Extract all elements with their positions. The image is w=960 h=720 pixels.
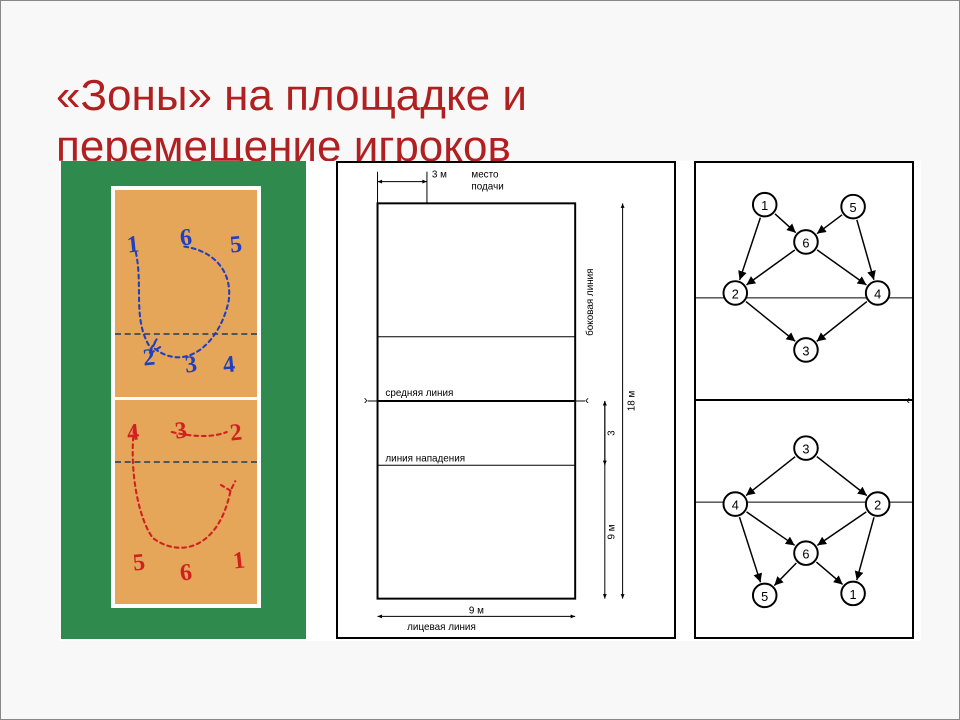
label-18m: 18 м	[626, 391, 637, 412]
zone-number-1: 1	[126, 231, 141, 259]
label-serve-width: 3 м	[432, 170, 447, 181]
slide-title: «Зоны» на площадке и перемещение игроков	[56, 71, 856, 172]
dim-svg: › ‹ 3 м местоподачи боковая линия 18 м средняя…	[338, 163, 674, 637]
rotation-edge	[817, 215, 842, 234]
court-rect: 165234432561	[111, 186, 261, 608]
zone-number-4: 4	[126, 419, 141, 447]
rotation-node-label-1: 1	[761, 198, 768, 213]
rotation-node-label-2: 2	[874, 498, 881, 513]
rotation-node-label-2: 2	[732, 286, 739, 301]
label-9m-h: 9 м	[469, 605, 484, 616]
svg-text:›: ›	[364, 393, 368, 407]
label-3m: 3	[607, 430, 618, 436]
movement-path-top	[136, 246, 229, 357]
panel-court-zones: 165234432561	[61, 161, 306, 639]
rotation-edge	[739, 517, 760, 582]
attack-line-top	[115, 333, 257, 335]
rotation-edge	[816, 562, 842, 584]
rotation-edge	[775, 214, 796, 233]
rotation-edge	[747, 512, 795, 545]
zone-number-2: 2	[142, 344, 157, 372]
title-line1: «Зоны» на площадке и	[56, 71, 527, 120]
label-attack-line: линия нападения	[385, 453, 465, 464]
rotation-node-label-6: 6	[802, 547, 809, 562]
rot-svg: ›‹156243342651	[696, 163, 912, 637]
center-line	[115, 397, 257, 400]
svg-text:‹: ‹	[585, 393, 589, 407]
zone-number-2: 2	[229, 419, 244, 447]
label-end-line: лицевая линия	[407, 622, 476, 633]
label-side-line: боковая линия	[585, 268, 596, 335]
rotation-node-label-4: 4	[732, 498, 739, 513]
label-center-line: средняя линия	[385, 388, 453, 399]
zone-number-6: 6	[179, 224, 194, 252]
rotation-edge	[857, 517, 874, 580]
rotation-node-label-6: 6	[802, 235, 809, 250]
rotation-node-label-4: 4	[874, 286, 881, 301]
movement-path-bot	[133, 429, 236, 548]
rotation-node-label-3: 3	[802, 343, 809, 358]
zone-number-5: 5	[229, 231, 244, 259]
label-9m-v: 9 м	[607, 524, 618, 539]
rotation-edge	[817, 512, 866, 546]
zone-number-3: 3	[184, 351, 199, 379]
panel-rotation: ›‹156243342651	[694, 161, 914, 639]
svg-text:‹: ‹	[906, 394, 910, 407]
attack-line-bot	[115, 461, 257, 463]
label-serve-place-1: место	[471, 170, 499, 181]
zone-number-6: 6	[179, 559, 194, 587]
zone-number-5: 5	[132, 549, 147, 577]
zone-number-4: 4	[222, 351, 237, 379]
rotation-edge	[817, 457, 867, 496]
rotation-edge	[774, 563, 796, 586]
rotation-edge	[817, 250, 866, 285]
zone-number-1: 1	[232, 547, 247, 575]
rotation-edge	[746, 302, 795, 342]
rotation-edge	[746, 457, 795, 496]
zone-number-3: 3	[174, 417, 189, 445]
rotation-edge	[740, 218, 761, 280]
rotation-edge	[857, 220, 874, 280]
panel-dimensions: › ‹ 3 м местоподачи боковая линия 18 м средняя…	[336, 161, 676, 639]
rotation-node-label-5: 5	[850, 200, 857, 215]
panels-container: 165234432561 ›‹3 мместоподачибоковая лин…	[61, 161, 921, 641]
rotation-node-label-3: 3	[802, 442, 809, 457]
rotation-node-label-1: 1	[850, 587, 857, 602]
rotation-edge	[817, 302, 867, 342]
label-serve-place-2: подачи	[471, 182, 503, 193]
rotation-edge	[746, 250, 794, 285]
rotation-node-label-5: 5	[761, 589, 768, 604]
